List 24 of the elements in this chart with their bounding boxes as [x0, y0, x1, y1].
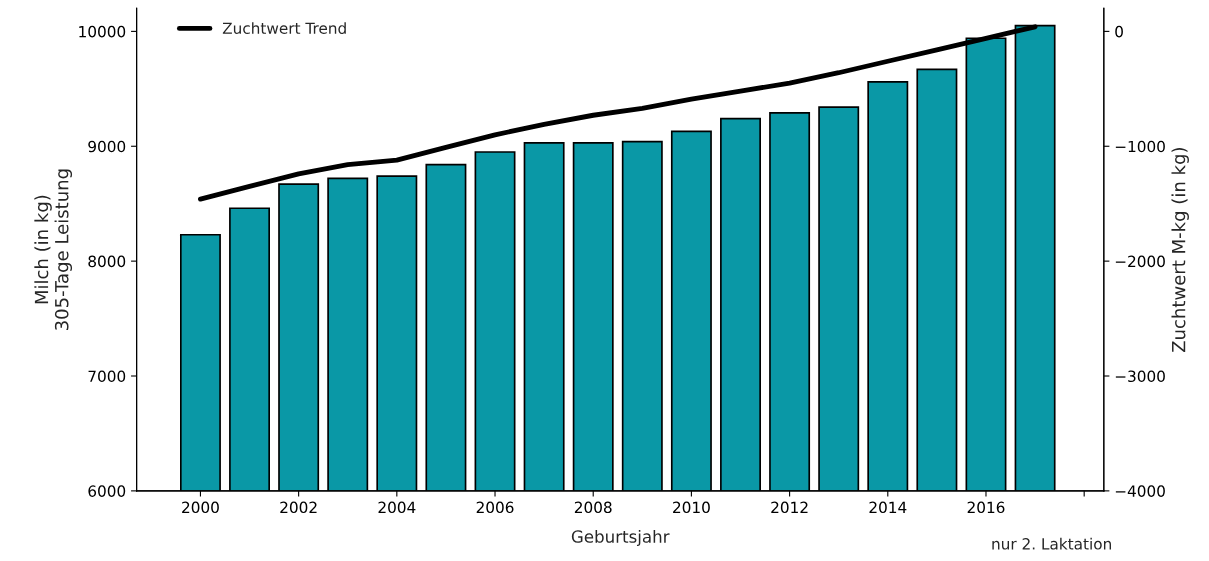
- y2-tick-label: −2000: [1115, 255, 1165, 268]
- y2-tick-label: −4000: [1115, 485, 1165, 497]
- y2-axis-title: Zuchtwert M-kg (in kg): [1171, 148, 1189, 352]
- x-tick-label: 2002: [280, 501, 317, 514]
- x-tick-label: 2006: [476, 501, 514, 514]
- y2-tick-label: −3000: [1115, 370, 1165, 383]
- y2-tick-label: 0: [1115, 25, 1123, 38]
- x-axis-title: Geburtsjahr: [571, 529, 670, 547]
- y2-tick-label: −1000: [1115, 140, 1165, 153]
- x-tick-label: 2008: [574, 501, 612, 514]
- legend-label: Zuchtwert Trend: [222, 22, 346, 34]
- x-tick-label: 2016: [967, 501, 1005, 514]
- x-tick-label: 2014: [869, 501, 907, 514]
- y-axis-title: Milch (in kg) 305-Tage Leistung: [34, 169, 73, 330]
- x-tick-label: 2010: [673, 501, 710, 514]
- y-tick-label: 7000: [88, 370, 126, 383]
- y-tick-label: 9000: [88, 140, 126, 153]
- x-tick-label: 2012: [771, 501, 808, 514]
- y-tick-label: 6000: [88, 485, 126, 497]
- y-tick-label: 8000: [88, 255, 126, 268]
- y-tick-label: 10000: [79, 25, 126, 38]
- x-tick-label: 2004: [378, 501, 416, 514]
- text: nur 2. Laktation: [992, 537, 1111, 550]
- x-tick-label: 2000: [182, 501, 219, 514]
